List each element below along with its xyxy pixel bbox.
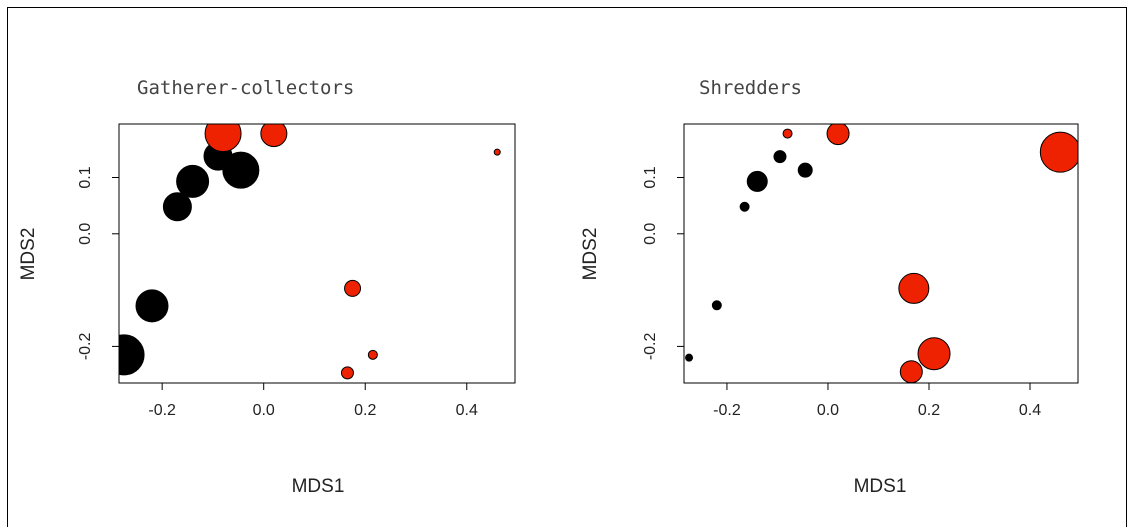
x-axis-label: MDS1	[292, 476, 345, 497]
panel-shredders: Shredders MDS1 MDS2 -0.2 0.0 0.2 0.4 -0.2 0.0…	[580, 77, 1079, 497]
axes: -0.2 0.0 0.2 0.4 -0.2 0.0 0.1	[642, 123, 1079, 419]
data-point-10	[917, 337, 951, 371]
data-point-10	[367, 349, 378, 360]
data-point-2	[162, 192, 192, 222]
data-point-9	[344, 279, 362, 297]
data-point-6	[204, 124, 242, 153]
data-point-1	[711, 300, 722, 311]
data-point-1	[135, 289, 169, 323]
panel-title: Gatherer-collectors	[137, 77, 354, 99]
y-tick-label-0: -0.2	[642, 333, 659, 361]
x-tick-label-1: 0.0	[253, 402, 275, 419]
x-tick-label-0: -0.2	[148, 402, 176, 419]
data-point-5	[797, 162, 813, 178]
figure-frame	[7, 7, 1127, 527]
data-point-8	[493, 148, 501, 156]
x-axis-label: MDS1	[854, 476, 907, 497]
data-point-3	[746, 170, 768, 192]
y-tick-label-1: 0.0	[77, 223, 94, 245]
point-layer	[685, 124, 1078, 383]
data-point-4	[773, 150, 787, 164]
y-tick-label-2: 0.1	[642, 166, 659, 188]
data-point-5	[222, 151, 260, 189]
data-point-6	[782, 128, 793, 139]
data-point-3	[176, 164, 210, 198]
axes: -0.2 0.0 0.2 0.4 -0.2 0.0 0.1	[77, 123, 516, 419]
plot-frame	[683, 123, 1079, 384]
data-point-0	[119, 334, 145, 376]
panel-gatherer-collectors: Gatherer-collectors MDS1 MDS2 -0.2 0.0 0.2…	[18, 77, 516, 497]
y-tick-label-0: -0.2	[77, 333, 94, 361]
data-point-7	[260, 124, 288, 148]
data-point-0	[685, 353, 694, 362]
data-point-2	[739, 201, 750, 212]
y-tick-label-2: 0.1	[77, 166, 94, 188]
x-tick-label-3: 0.4	[1019, 402, 1041, 419]
y-axis-label: MDS2	[580, 228, 601, 281]
x-tick-label-2: 0.2	[354, 402, 376, 419]
data-point-8	[1039, 131, 1078, 173]
data-point-9	[898, 272, 930, 304]
y-tick-label-1: 0.0	[642, 223, 659, 245]
data-point-11	[340, 366, 354, 380]
x-tick-label-3: 0.4	[456, 402, 478, 419]
data-point-11	[899, 360, 923, 383]
data-point-7	[826, 124, 850, 146]
x-tick-label-2: 0.2	[918, 402, 940, 419]
plot-frame	[118, 123, 516, 384]
x-tick-label-1: 0.0	[817, 402, 839, 419]
x-tick-label-0: -0.2	[713, 402, 741, 419]
point-layer	[119, 124, 501, 380]
y-axis-label: MDS2	[18, 228, 39, 281]
panel-title: Shredders	[699, 77, 802, 99]
